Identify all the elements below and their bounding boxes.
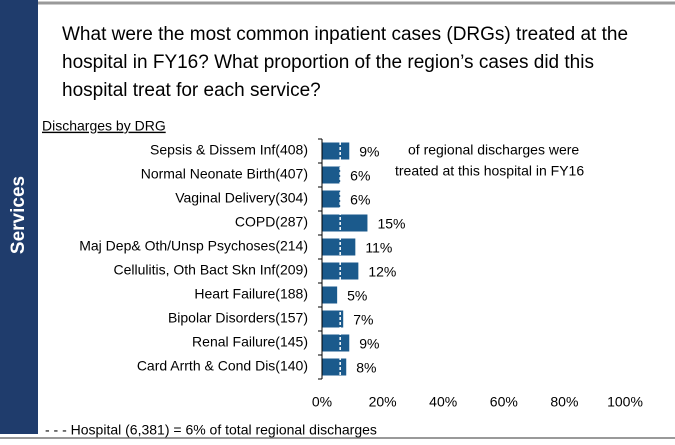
value-label: 12% bbox=[368, 264, 396, 280]
x-tick-label: 0% bbox=[312, 394, 332, 410]
value-label: 6% bbox=[350, 168, 370, 184]
value-label: 9% bbox=[359, 144, 379, 160]
sidebar-label: Services bbox=[8, 176, 29, 254]
title-line: hospital treat for each service? bbox=[62, 80, 321, 101]
footnote: - - - Hospital (6,381) = 6% of total reg… bbox=[45, 422, 377, 438]
bar bbox=[322, 190, 341, 208]
annotation: treated at this hospital in FY16 bbox=[395, 163, 584, 179]
value-label: 7% bbox=[353, 312, 373, 328]
title-line: What were the most common inpatient case… bbox=[62, 24, 628, 45]
title-line: hospital in FY16? What proportion of the… bbox=[62, 52, 594, 73]
y-tick-label: Vaginal Delivery(304) bbox=[175, 190, 308, 206]
y-tick-label: Heart Failure(188) bbox=[194, 286, 308, 302]
x-tick-label: 60% bbox=[490, 394, 518, 410]
y-tick-label: Normal Neonate Birth(407) bbox=[141, 166, 308, 182]
value-label: 11% bbox=[365, 240, 392, 256]
value-label: 15% bbox=[377, 216, 405, 232]
bar bbox=[322, 214, 368, 232]
y-tick-label: Card Arrth & Cond Dis(140) bbox=[137, 358, 308, 374]
annotation: of regional discharges were bbox=[408, 142, 579, 158]
bar bbox=[322, 142, 350, 160]
bar bbox=[322, 310, 344, 328]
bar bbox=[322, 262, 359, 280]
x-tick-label: 40% bbox=[429, 394, 457, 410]
x-tick-label: 20% bbox=[369, 394, 397, 410]
bar bbox=[322, 166, 341, 184]
y-tick-label: Sepsis & Dissem Inf(408) bbox=[150, 142, 308, 158]
value-label: 8% bbox=[356, 360, 376, 376]
bar bbox=[322, 238, 356, 256]
x-tick-label: 80% bbox=[550, 394, 578, 410]
bar bbox=[322, 358, 347, 376]
x-tick-label: 100% bbox=[607, 394, 643, 410]
bar bbox=[322, 286, 338, 304]
subtitle: Discharges by DRG bbox=[42, 118, 166, 134]
y-tick-label: Renal Failure(145) bbox=[192, 334, 308, 350]
sidebar bbox=[0, 0, 38, 434]
bar bbox=[322, 334, 350, 352]
y-tick-label: COPD(287) bbox=[235, 214, 308, 230]
value-label: 9% bbox=[359, 336, 379, 352]
y-tick-label: Bipolar Disorders(157) bbox=[168, 310, 308, 326]
value-label: 5% bbox=[347, 288, 367, 304]
y-tick-label: Maj Dep& Oth/Unsp Psychoses(214) bbox=[79, 238, 308, 254]
value-label: 6% bbox=[350, 192, 370, 208]
y-tick-label: Cellulitis, Oth Bact Skn Inf(209) bbox=[113, 262, 308, 278]
